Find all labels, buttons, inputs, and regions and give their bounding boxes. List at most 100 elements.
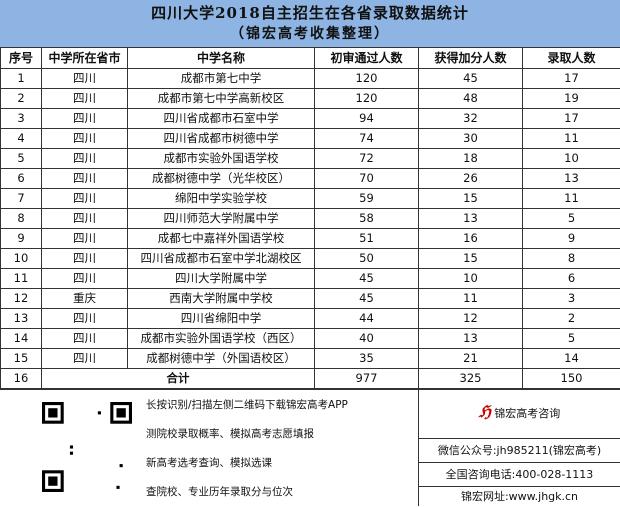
qr-code-icon[interactable] bbox=[42, 402, 132, 492]
header-passed: 初审通过人数 bbox=[315, 48, 419, 69]
row-passed: 50 bbox=[315, 249, 419, 269]
row-index: 8 bbox=[1, 209, 42, 229]
row-bonus: 48 bbox=[419, 89, 523, 109]
row-province: 四川 bbox=[42, 109, 128, 129]
row-school: 西南大学附属中学校 bbox=[128, 289, 315, 309]
row-bonus: 15 bbox=[419, 189, 523, 209]
row-school: 绵阳中学实验学校 bbox=[128, 189, 315, 209]
row-school: 四川大学附属中学 bbox=[128, 269, 315, 289]
total-label: 合计 bbox=[42, 369, 315, 389]
promo-line: 测院校录取概率、模拟高考志愿填报 bbox=[146, 427, 314, 441]
total-row: 16 合计 977 325 150 bbox=[1, 369, 620, 389]
row-province: 四川 bbox=[42, 69, 128, 89]
row-admitted: 3 bbox=[523, 289, 620, 309]
row-school: 成都树德中学（光华校区） bbox=[128, 169, 315, 189]
row-admitted: 19 bbox=[523, 89, 620, 109]
website-link[interactable]: 锦宏网址:www.jhgk.cn bbox=[419, 486, 620, 507]
row-bonus: 16 bbox=[419, 229, 523, 249]
row-admitted: 11 bbox=[523, 129, 620, 149]
row-bonus: 13 bbox=[419, 209, 523, 229]
row-passed: 45 bbox=[315, 269, 419, 289]
row-passed: 58 bbox=[315, 209, 419, 229]
row-province: 重庆 bbox=[42, 289, 128, 309]
promo-footer: 长按识别/扫描左侧二维码下载锦宏高考APP 测院校录取概率、模拟高考志愿填报 新… bbox=[0, 389, 620, 507]
wechat-id: 微信公众号:jh985211(锦宏高考) bbox=[419, 438, 620, 462]
row-province: 四川 bbox=[42, 89, 128, 109]
title-banner: 四川大学2018自主招生在各省录取数据统计 （锦宏高考收集整理） bbox=[0, 0, 620, 47]
row-school: 成都树德中学（外国语校区） bbox=[128, 349, 315, 369]
row-index: 13 bbox=[1, 309, 42, 329]
total-admitted: 150 bbox=[523, 369, 620, 389]
row-province: 四川 bbox=[42, 149, 128, 169]
row-school: 成都市第七中学 bbox=[128, 69, 315, 89]
row-index: 12 bbox=[1, 289, 42, 309]
row-index: 10 bbox=[1, 249, 42, 269]
row-bonus: 13 bbox=[419, 329, 523, 349]
row-school: 四川省绵阳中学 bbox=[128, 309, 315, 329]
row-school: 成都市第七中学高新校区 bbox=[128, 89, 315, 109]
row-index: 3 bbox=[1, 109, 42, 129]
row-admitted: 14 bbox=[523, 349, 620, 369]
page-subtitle: （锦宏高考收集整理） bbox=[0, 25, 620, 43]
row-admitted: 17 bbox=[523, 109, 620, 129]
row-province: 四川 bbox=[42, 269, 128, 289]
row-index: 2 bbox=[1, 89, 42, 109]
row-school: 四川师范大学附属中学 bbox=[128, 209, 315, 229]
row-passed: 44 bbox=[315, 309, 419, 329]
row-admitted: 11 bbox=[523, 189, 620, 209]
row-admitted: 2 bbox=[523, 309, 620, 329]
row-admitted: 13 bbox=[523, 169, 620, 189]
row-admitted: 9 bbox=[523, 229, 620, 249]
row-passed: 45 bbox=[315, 289, 419, 309]
row-province: 四川 bbox=[42, 229, 128, 249]
row-province: 四川 bbox=[42, 329, 128, 349]
table-header-row: 序号 中学所在省市 中学名称 初审通过人数 获得加分人数 录取人数 bbox=[1, 48, 620, 69]
row-school: 成都七中嘉祥外国语学校 bbox=[128, 229, 315, 249]
row-passed: 35 bbox=[315, 349, 419, 369]
row-school: 四川省成都市石室中学 bbox=[128, 109, 315, 129]
header-province: 中学所在省市 bbox=[42, 48, 128, 69]
header-bonus: 获得加分人数 bbox=[419, 48, 523, 69]
row-admitted: 5 bbox=[523, 209, 620, 229]
total-bonus: 325 bbox=[419, 369, 523, 389]
row-bonus: 10 bbox=[419, 269, 523, 289]
row-admitted: 10 bbox=[523, 149, 620, 169]
row-passed: 72 bbox=[315, 149, 419, 169]
row-bonus: 11 bbox=[419, 289, 523, 309]
row-province: 四川 bbox=[42, 189, 128, 209]
row-province: 四川 bbox=[42, 209, 128, 229]
brand-logo-icon: ℌ bbox=[479, 402, 491, 421]
row-passed: 74 bbox=[315, 129, 419, 149]
row-province: 四川 bbox=[42, 309, 128, 329]
row-province: 四川 bbox=[42, 129, 128, 149]
row-bonus: 30 bbox=[419, 129, 523, 149]
row-index: 9 bbox=[1, 229, 42, 249]
phone-number: 全国咨询电话:400-028-1113 bbox=[419, 462, 620, 486]
row-province: 四川 bbox=[42, 249, 128, 269]
brand-name: 锦宏高考咨询 bbox=[494, 407, 560, 420]
header-admitted: 录取人数 bbox=[523, 48, 620, 69]
row-index: 7 bbox=[1, 189, 42, 209]
row-admitted: 5 bbox=[523, 329, 620, 349]
row-bonus: 15 bbox=[419, 249, 523, 269]
row-bonus: 21 bbox=[419, 349, 523, 369]
row-passed: 51 bbox=[315, 229, 419, 249]
row-passed: 120 bbox=[315, 69, 419, 89]
row-passed: 70 bbox=[315, 169, 419, 189]
row-index: 11 bbox=[1, 269, 42, 289]
row-school: 四川省成都市树德中学 bbox=[128, 129, 315, 149]
header-index: 序号 bbox=[1, 48, 42, 69]
row-index: 4 bbox=[1, 129, 42, 149]
